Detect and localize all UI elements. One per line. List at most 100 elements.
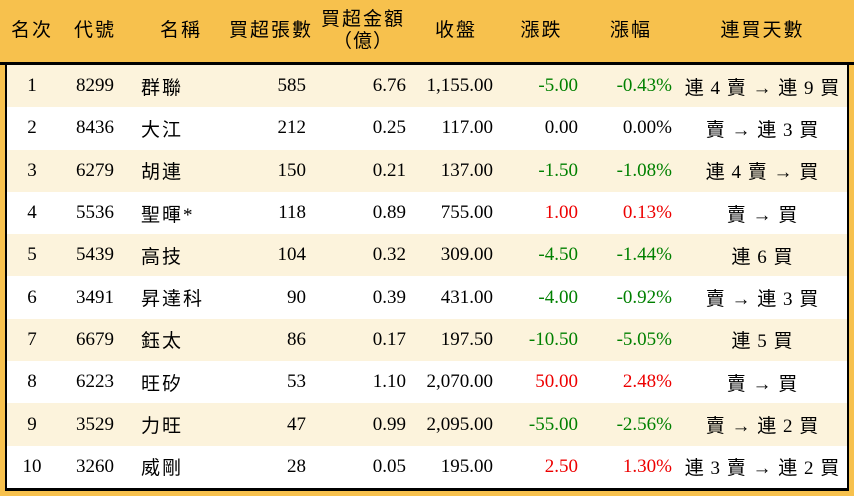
cell-name: 鈺太 [141, 331, 184, 353]
cell-name: 胡連 [141, 162, 184, 184]
cell-days: 賣 → 買 [726, 373, 799, 395]
cell-pct: 1.30% [622, 455, 672, 477]
cell-name: 聖暉* [141, 204, 195, 226]
header-amount-line2: （億） [332, 31, 393, 52]
table-row: 7 6679 鈺太 86 0.17 197.50 -10.50 -5.05% 連 5 買 [7, 318, 847, 362]
cell-amount: 0.17 [372, 328, 406, 350]
cell-rank: 10 [22, 455, 42, 477]
cell-volume: 585 [277, 75, 307, 97]
cell-code: 8436 [76, 117, 114, 139]
table-row: 9 3529 力旺 47 0.99 2,095.00 -55.00 -2.56% 賣 → 連 2… [7, 403, 847, 446]
cell-volume: 53 [287, 371, 306, 393]
table-row: 6 3491 昇達科 90 0.39 431.00 -4.00 -0.92% 賣 → 連 3 買 [7, 276, 847, 319]
cell-volume: 104 [277, 244, 307, 266]
table-row: 1 8299 群聯 585 6.76 1,155.00 -5.00 -0.43% 連 4 賣 →… [7, 65, 847, 108]
cell-days: 連 6 買 [731, 246, 794, 268]
cell-volume: 118 [278, 202, 306, 224]
cell-pct: 0.13% [622, 202, 672, 224]
cell-volume: 150 [277, 159, 307, 181]
cell-days: 連 4 賣 → 連 9 買 [684, 77, 841, 99]
cell-code: 5439 [76, 244, 114, 266]
header-close: 收盤 [434, 20, 477, 42]
header-change: 漲跌 [520, 20, 563, 42]
cell-close: 431.00 [440, 286, 493, 308]
cell-pct: -1.08% [616, 159, 672, 181]
cell-name: 高技 [141, 246, 184, 268]
cell-rank: 8 [27, 371, 37, 393]
cell-code: 3529 [76, 413, 114, 435]
cell-change: -55.00 [528, 413, 578, 435]
cell-amount: 1.10 [372, 371, 406, 393]
cell-code: 8299 [76, 75, 114, 97]
cell-amount: 0.32 [372, 244, 406, 266]
cell-pct: 0.00% [622, 117, 672, 139]
cell-volume: 86 [287, 328, 306, 350]
header-days: 連買天數 [720, 20, 805, 42]
cell-pct: -5.05% [616, 328, 672, 350]
cell-change: -4.00 [538, 286, 578, 308]
cell-name: 大江 [141, 119, 184, 141]
cell-amount: 0.89 [372, 202, 406, 224]
cell-change: 50.00 [535, 371, 578, 393]
cell-code: 3491 [76, 286, 114, 308]
cell-amount: 0.25 [372, 117, 406, 139]
cell-close: 2,070.00 [426, 371, 494, 393]
header-pct: 漲幅 [609, 20, 652, 42]
cell-amount: 0.99 [372, 413, 406, 435]
cell-days: 連 5 買 [731, 331, 794, 353]
cell-pct: -0.92% [616, 286, 672, 308]
table-row: 2 8436 大江 212 0.25 117.00 0.00 0.00% 賣 → 連 3 買 [7, 107, 847, 150]
cell-close: 309.00 [440, 244, 493, 266]
cell-rank: 7 [27, 328, 37, 350]
table-row: 5 5439 高技 104 0.32 309.00 -4.50 -1.44% 連 6 買 [7, 234, 847, 277]
table-row: 10 3260 威剛 28 0.05 195.00 2.50 1.30% 連 3 賣 → 連 2… [7, 445, 847, 488]
cell-pct: -2.56% [616, 413, 672, 435]
cell-close: 197.50 [440, 328, 493, 350]
cell-code: 3260 [76, 455, 114, 477]
cell-change: 2.50 [544, 455, 578, 477]
cell-amount: 0.05 [372, 455, 406, 477]
cell-close: 195.00 [440, 455, 493, 477]
cell-name: 群聯 [141, 77, 184, 99]
table-body: 1 8299 群聯 585 6.76 1,155.00 -5.00 -0.43% 連 4 賣 →… [5, 65, 849, 491]
cell-change: -1.50 [538, 159, 578, 181]
cell-pct: -1.44% [616, 244, 672, 266]
cell-rank: 9 [27, 413, 37, 435]
cell-volume: 28 [287, 455, 306, 477]
cell-rank: 2 [27, 117, 37, 139]
cell-days: 賣 → 連 3 買 [705, 289, 820, 311]
cell-code: 6223 [76, 371, 114, 393]
table-header-row: 名次 代號 名稱 買超張數 買超金額 （億） 收盤 漲跌 漲幅 連買天數 [0, 0, 854, 65]
cell-rank: 4 [27, 202, 37, 224]
cell-amount: 0.21 [372, 159, 406, 181]
cell-change: 1.00 [544, 202, 578, 224]
header-amount-line1: 買超金額 [320, 9, 405, 31]
cell-name: 旺矽 [141, 373, 184, 395]
cell-rank: 5 [27, 244, 37, 266]
cell-days: 賣 → 連 2 買 [705, 416, 820, 438]
header-rank: 名次 [10, 20, 53, 42]
cell-days: 連 4 賣 → 買 [705, 162, 820, 184]
cell-code: 6679 [76, 328, 114, 350]
cell-name: 昇達科 [141, 289, 205, 311]
cell-rank: 6 [27, 286, 37, 308]
table-row: 3 6279 胡連 150 0.21 137.00 -1.50 -1.08% 連 4 賣 → 買 [7, 149, 847, 192]
cell-change: -5.00 [538, 75, 578, 97]
header-volume: 買超張數 [229, 20, 314, 42]
cell-change: -10.50 [528, 328, 578, 350]
cell-volume: 47 [287, 413, 306, 435]
cell-days: 連 3 賣 → 連 2 買 [684, 458, 841, 480]
cell-rank: 3 [27, 159, 37, 181]
cell-close: 755.00 [440, 202, 493, 224]
cell-change: -4.50 [538, 244, 578, 266]
cell-amount: 0.39 [372, 286, 406, 308]
cell-volume: 90 [287, 286, 306, 308]
cell-amount: 6.76 [372, 75, 406, 97]
cell-rank: 1 [27, 75, 37, 97]
header-amount: 買超金額 （億） [313, 9, 413, 53]
cell-pct: 2.48% [622, 371, 672, 393]
cell-change: 0.00 [544, 117, 578, 139]
cell-code: 6279 [76, 159, 114, 181]
cell-close: 137.00 [440, 159, 493, 181]
